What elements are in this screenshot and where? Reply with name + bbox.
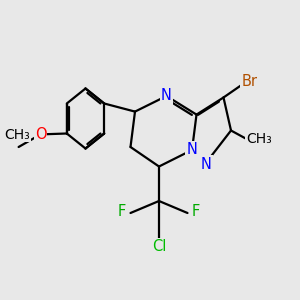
Text: F: F (118, 204, 126, 219)
Text: CH₃: CH₃ (4, 128, 30, 142)
Text: F: F (192, 204, 200, 219)
Text: CH₃: CH₃ (246, 133, 272, 146)
Text: N: N (161, 88, 172, 104)
Text: Br: Br (242, 74, 258, 88)
Text: O: O (35, 127, 46, 142)
Text: N: N (187, 142, 197, 158)
Text: Cl: Cl (152, 239, 166, 254)
Text: N: N (201, 157, 212, 172)
